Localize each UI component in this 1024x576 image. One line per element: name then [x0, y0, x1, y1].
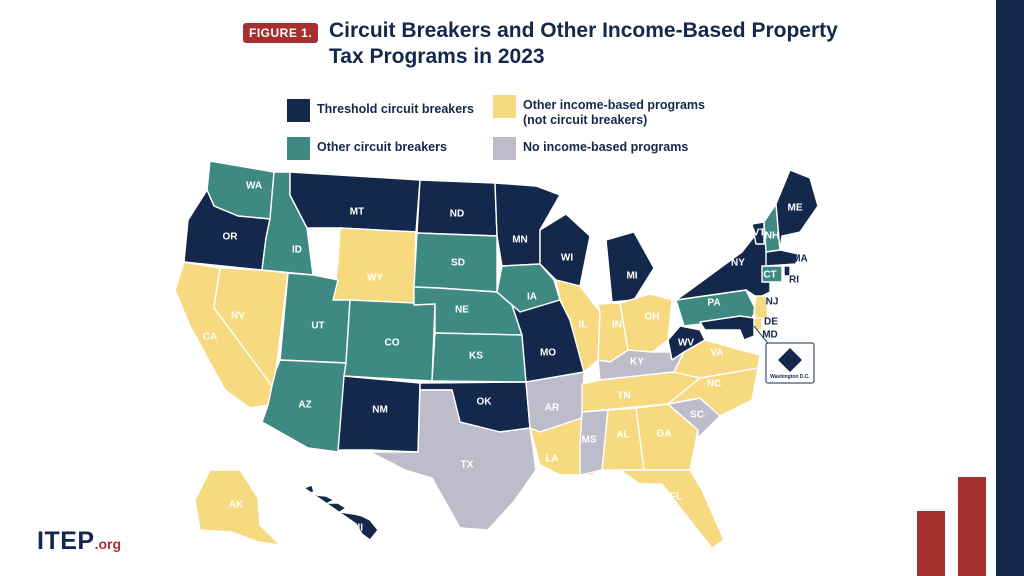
state-wy	[332, 227, 417, 306]
state-label-tn: TN	[617, 391, 630, 402]
state-label-la: LA	[545, 454, 558, 465]
state-label-pa: PA	[707, 298, 720, 309]
figure-badge: FIGURE 1.	[243, 23, 319, 43]
state-label-nc: NC	[707, 379, 721, 390]
legend-swatch-other-income	[493, 95, 516, 118]
state-il	[555, 279, 601, 373]
state-label-md: MD	[762, 330, 778, 341]
legend-item-other-income: Other income-based programs (not circuit…	[493, 95, 705, 128]
state-label-sd: SD	[451, 258, 465, 269]
state-label-ms: MS	[582, 435, 597, 446]
dc-inset: Washington D.C.	[753, 325, 815, 384]
state-shapes	[174, 160, 819, 549]
legend-label-other-circuit: Other circuit breakers	[317, 140, 447, 154]
state-label-ut: UT	[311, 321, 324, 332]
state-label-oh: OH	[645, 312, 660, 323]
state-ct	[761, 265, 783, 283]
state-label-ny: NY	[731, 258, 745, 269]
state-label-wa: WA	[246, 181, 262, 192]
logo-suffix: .org	[94, 536, 122, 552]
dc-inset-shape	[778, 348, 802, 372]
legend-item-threshold: Threshold circuit breakers	[287, 99, 474, 122]
decor-bar-tall	[958, 477, 986, 576]
state-label-mn: MN	[512, 235, 528, 246]
state-wv	[667, 325, 706, 361]
right-sidebar-bar	[996, 0, 1024, 576]
state-hi	[303, 484, 379, 541]
state-label-ky: KY	[630, 357, 644, 368]
state-label-mt: MT	[350, 207, 364, 218]
legend-label-other-income: Other income-based programs (not circuit…	[523, 98, 705, 127]
state-label-ar: AR	[545, 403, 560, 414]
state-label-ia: IA	[527, 292, 537, 303]
state-label-fl: FL	[670, 492, 682, 503]
state-label-ca: CA	[203, 332, 217, 343]
state-ms	[579, 409, 609, 476]
state-label-il: IL	[579, 320, 588, 331]
state-label-az: AZ	[298, 400, 311, 411]
state-label-ak: AK	[229, 500, 244, 511]
state-label-or: OR	[223, 232, 239, 243]
state-label-wy: WY	[367, 273, 383, 284]
state-label-nd: ND	[450, 209, 464, 220]
state-label-ok: OK	[477, 397, 493, 408]
legend-swatch-threshold	[287, 99, 310, 122]
state-label-mo: MO	[540, 348, 556, 359]
state-label-ct: CT	[763, 270, 776, 281]
state-me	[775, 169, 819, 251]
decor-bar-short	[917, 511, 945, 576]
legend-item-none: No income-based programs	[493, 137, 688, 160]
state-label-ne: NE	[455, 305, 469, 316]
state-label-wi: WI	[561, 253, 573, 264]
dc-inset-label: Washington D.C.	[770, 374, 810, 380]
state-label-ri: RI	[789, 275, 799, 286]
state-vt	[751, 221, 765, 245]
state-label-va: VA	[710, 348, 723, 359]
state-mi	[605, 231, 655, 303]
state-md	[699, 315, 755, 341]
state-label-ma: MA	[792, 254, 808, 265]
state-label-hi: HI	[353, 523, 363, 534]
legend-label-threshold: Threshold circuit breakers	[317, 102, 475, 116]
state-label-ga: GA	[657, 429, 672, 440]
state-labels: WA OR CA NV ID MT WY UT AZ CO NM ND SD NE KS OK TX MN IA MO…	[203, 181, 808, 534]
logo-main: ITEP	[37, 527, 95, 555]
state-label-ks: KS	[469, 351, 483, 362]
state-label-al: AL	[616, 430, 629, 441]
state-ri	[783, 265, 791, 277]
legend-item-other-circuit: Other circuit breakers	[287, 137, 447, 160]
state-fl	[619, 469, 725, 549]
state-label-co: CO	[385, 338, 400, 349]
state-mt	[289, 171, 421, 233]
state-label-sc: SC	[690, 410, 704, 421]
state-label-nh: NH	[765, 231, 779, 242]
state-label-de: DE	[764, 317, 778, 328]
legend-label-none: No income-based programs	[523, 140, 689, 154]
state-tx	[369, 389, 537, 531]
state-label-nm: NM	[372, 405, 388, 416]
state-label-id: ID	[292, 245, 302, 256]
state-label-wv: WV	[678, 338, 694, 349]
state-label-nv: NV	[231, 311, 245, 322]
itep-logo: ITEP.org	[37, 527, 121, 556]
state-label-me: ME	[788, 203, 803, 214]
state-label-vt: VT	[753, 228, 766, 239]
state-oh	[619, 293, 673, 353]
state-label-tx: TX	[461, 460, 474, 471]
legend-swatch-other-circuit	[287, 137, 310, 160]
state-label-mi: MI	[626, 271, 637, 282]
state-ga	[635, 403, 699, 471]
state-label-in: IN	[612, 320, 622, 331]
legend-swatch-none	[493, 137, 516, 160]
figure-title: Circuit Breakers and Other Income-Based …	[329, 19, 838, 68]
state-label-nj: NJ	[766, 297, 779, 308]
state-ma	[765, 249, 799, 267]
state-ak	[194, 469, 281, 546]
